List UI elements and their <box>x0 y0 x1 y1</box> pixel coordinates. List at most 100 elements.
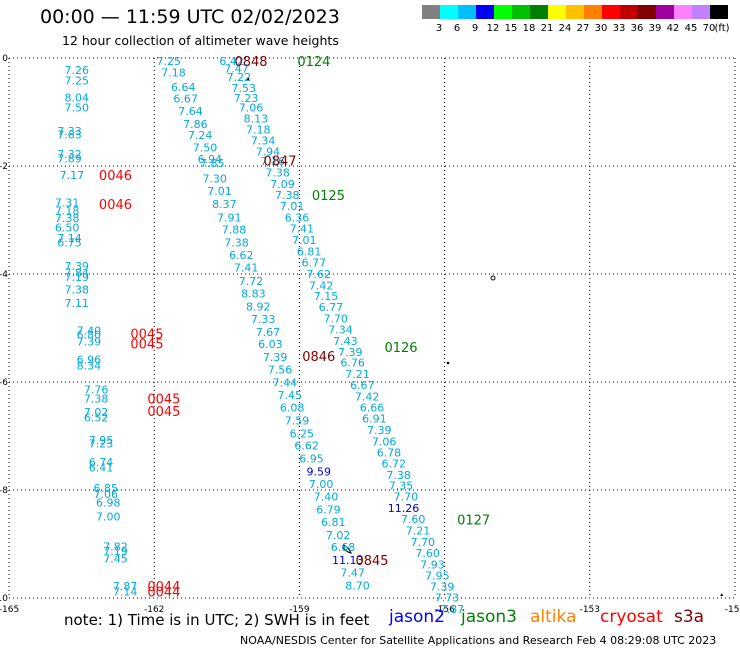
swh-value: 6.94 <box>198 153 223 166</box>
swh-value: 7.30 <box>202 172 227 185</box>
swh-value: 6.95 <box>299 453 324 466</box>
swh-value: 7.41 <box>234 262 259 275</box>
swh-value: 7.72 <box>239 275 264 288</box>
swh-value: 6.64 <box>171 81 196 94</box>
colorbar-swatch <box>710 5 728 19</box>
pass-time-label: 0045 <box>130 338 163 353</box>
swh-value: 7.39 <box>263 351 288 364</box>
chart-subtitle: 12 hour collection of altimeter wave hei… <box>62 33 339 48</box>
swh-value: 7.01 <box>207 185 232 198</box>
swh-value: 7.87 <box>113 580 138 593</box>
swh-value: 7.39 <box>65 260 90 273</box>
pass-time-label: 0127 <box>457 514 490 529</box>
swh-value: 6.50 <box>55 222 80 235</box>
swh-value: 6.85 <box>94 482 119 495</box>
pass-time-label: 0046 <box>99 169 132 184</box>
colorbar-swatch <box>584 5 602 19</box>
swh-value: 7.21 <box>406 525 431 538</box>
swh-value: 7.41 <box>290 223 315 236</box>
swh-value: 8.04 <box>65 91 90 104</box>
swh-value: 7.38 <box>65 284 90 297</box>
colorbar-swatch <box>602 5 620 19</box>
colorbar-swatch <box>674 5 692 19</box>
swh-value: 7.35 <box>389 480 414 493</box>
colorbar-label: 3 <box>436 23 442 34</box>
swh-value: 7.91 <box>217 211 242 224</box>
swh-value: 7.02 <box>84 406 109 419</box>
swh-value: 7.70 <box>411 536 436 549</box>
swh-value: 7.25 <box>156 55 181 68</box>
colorbar-label: 21 <box>541 23 554 34</box>
swh-value: 6.41 <box>89 461 114 474</box>
swh-value: 6.76 <box>340 357 365 370</box>
swh-value: 7.42 <box>355 391 380 404</box>
swh-value: 7.34 <box>328 324 353 337</box>
x-tick-label: -162 <box>144 605 164 615</box>
swh-value: 6.36 <box>285 211 310 224</box>
colorbar-legend: 3 6 9 12 15 18 21 24 27 30 33 36 39 42 45 70 (ft) <box>422 5 730 34</box>
pass-time-label: 0846 <box>302 350 335 365</box>
swh-value: 7.89 <box>57 152 82 165</box>
legend-cryosat: cryosat <box>600 607 663 627</box>
swh-value: 7.39 <box>338 346 363 359</box>
swh-value: 6.03 <box>258 338 283 351</box>
swh-value: 7.56 <box>268 364 293 377</box>
swh-value: 7.86 <box>183 118 208 131</box>
swh-value: 7.09 <box>270 178 295 191</box>
swh-value: 7.73 <box>435 591 460 604</box>
colorbar-label: 18 <box>523 23 536 34</box>
swh-value: 7.39 <box>430 581 455 594</box>
y-tick-label: -6 <box>0 378 8 388</box>
swh-value: 7.02 <box>326 529 351 542</box>
colorbar-label: 15 <box>505 23 518 34</box>
swh-value: 7.15 <box>314 290 339 303</box>
legend-jason3: jason3 <box>461 607 517 627</box>
swh-value: 6.98 <box>96 496 121 509</box>
pass-time-label: 0045 <box>147 393 180 408</box>
pass-time-label: 0125 <box>312 189 345 204</box>
swh-value: 7.42 <box>309 279 334 292</box>
swh-value: 11.13 <box>332 554 364 567</box>
swh-value: 8.34 <box>77 359 102 372</box>
swh-value: 7.19 <box>103 545 128 558</box>
swh-value: 7.38 <box>224 237 249 250</box>
swh-value: 7.64 <box>178 105 203 118</box>
swh-value: 7.34 <box>251 135 276 148</box>
swh-value: 7.14 <box>57 232 82 245</box>
pass-time-label: 0845 <box>355 554 388 569</box>
swh-value: 6.77 <box>319 301 344 314</box>
swh-value: 7.45 <box>103 553 128 566</box>
swh-value: 7.22 <box>227 71 252 84</box>
swh-value: 7.38 <box>265 166 290 179</box>
pass-time-label: 0044 <box>147 586 180 601</box>
swh-value: 7.33 <box>251 313 276 326</box>
colorbar-swatch <box>656 5 674 19</box>
swh-value: 7.38 <box>386 469 411 482</box>
swh-value: 7.70 <box>394 490 419 503</box>
swh-value: 7.63 <box>57 129 82 142</box>
swh-value: 7.62 <box>307 268 332 281</box>
swh-value: 7.18 <box>246 123 271 136</box>
x-tick-label: -150 <box>725 605 740 615</box>
pass-time-label: 0126 <box>384 341 417 356</box>
swh-value: 6.62 <box>229 249 254 262</box>
swh-value: 7.38 <box>84 393 109 406</box>
swh-value: 7.50 <box>193 142 218 155</box>
colorbar-label: 42 <box>667 23 680 34</box>
x-tick-label: -159 <box>289 605 310 615</box>
lat-lon-grid <box>8 57 736 599</box>
swh-value: 7.95 <box>425 569 450 582</box>
swh-value: 6.75 <box>57 237 82 250</box>
island-marker <box>246 77 250 81</box>
x-tick-label: -156 <box>434 605 455 615</box>
colorbar-swatch <box>530 5 548 19</box>
swh-value: 7.24 <box>188 129 213 142</box>
swh-value: 7.50 <box>65 102 90 115</box>
legend-altika: altika <box>530 607 577 627</box>
swh-value: 7.95 <box>89 434 114 447</box>
pass-time-label: 0046 <box>99 198 132 213</box>
swh-value: 7.44 <box>273 377 298 390</box>
swh-value: 7.94 <box>256 145 281 158</box>
island-marker <box>490 275 496 281</box>
